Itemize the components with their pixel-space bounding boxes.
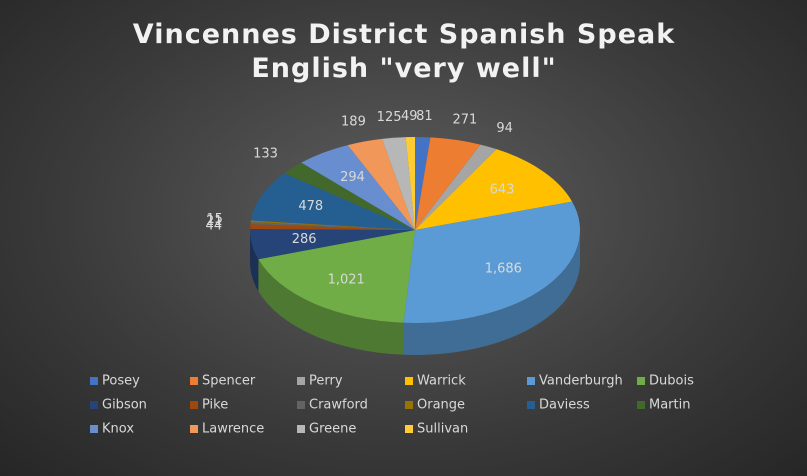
slice — [250, 220, 415, 230]
legend-swatch — [90, 425, 98, 433]
slice — [403, 201, 580, 323]
slice-side — [250, 230, 259, 292]
data-label: 49 — [401, 109, 418, 124]
legend-swatch — [90, 377, 98, 385]
chart-title: Vincennes District Spanish Speak English… — [132, 19, 676, 84]
legend-label: Lawrence — [202, 422, 264, 437]
data-label: 44 — [206, 218, 223, 233]
legend-swatch — [527, 401, 535, 409]
legend-swatch — [297, 425, 305, 433]
legend-swatch — [637, 377, 645, 385]
legend-swatch — [190, 401, 198, 409]
legend-label: Orange — [417, 398, 465, 413]
data-label: 643 — [490, 183, 515, 198]
legend-label: Crawford — [309, 398, 368, 413]
legend-swatch — [297, 377, 305, 385]
legend-label: Sullivan — [417, 422, 468, 437]
data-label: 133 — [253, 147, 278, 162]
legend-label: Pike — [202, 398, 228, 413]
data-label: 94 — [496, 121, 513, 136]
legend-label: Knox — [102, 422, 134, 437]
data-label: 286 — [292, 232, 317, 247]
legend-label: Martin — [649, 398, 690, 413]
data-label: 189 — [341, 114, 366, 129]
legend-label: Dubois — [649, 374, 694, 389]
slice — [382, 137, 415, 230]
data-label: 81 — [416, 109, 433, 124]
slice — [258, 230, 415, 323]
slice — [250, 224, 415, 230]
legend-label: Greene — [309, 422, 356, 437]
slice — [405, 137, 415, 230]
slice — [347, 138, 415, 230]
data-label: 15 — [206, 212, 223, 227]
slice-side — [258, 259, 404, 355]
data-label: 271 — [452, 113, 477, 128]
slice-side — [403, 230, 580, 355]
slice — [415, 149, 573, 230]
legend-swatch — [637, 401, 645, 409]
legend-label: Vanderburgh — [539, 374, 623, 389]
legend-label: Spencer — [202, 374, 256, 389]
slice — [415, 144, 497, 230]
data-label: 1,021 — [328, 272, 365, 287]
legend-swatch — [405, 401, 413, 409]
slice — [250, 228, 415, 260]
legend-label: Perry — [309, 374, 343, 389]
legend-swatch — [405, 377, 413, 385]
legend-label: Warrick — [417, 374, 466, 389]
legend-label: Gibson — [102, 398, 147, 413]
slice — [284, 162, 415, 230]
data-label: 125 — [377, 110, 402, 125]
legend-label: Daviess — [539, 398, 590, 413]
legend-swatch — [297, 401, 305, 409]
legend-label: Posey — [102, 374, 140, 389]
slice — [250, 173, 415, 230]
data-label: 478 — [298, 199, 323, 214]
data-label: 21 — [206, 214, 223, 229]
slice — [301, 145, 415, 230]
data-label: 294 — [340, 170, 365, 185]
data-label: 1,686 — [485, 262, 522, 277]
slice — [415, 137, 481, 230]
legend-swatch — [190, 425, 198, 433]
legend-swatch — [190, 377, 198, 385]
legend-swatch — [90, 401, 98, 409]
slice — [250, 221, 415, 230]
legend-swatch — [527, 377, 535, 385]
slice — [415, 137, 431, 230]
legend-swatch — [405, 425, 413, 433]
